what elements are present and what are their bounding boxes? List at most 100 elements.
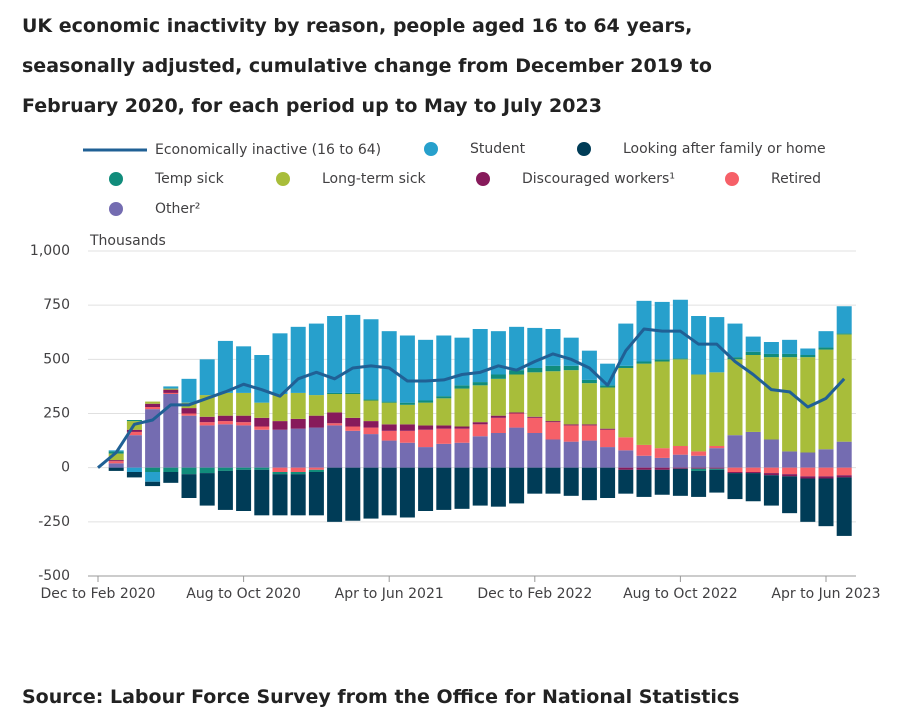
bar (236, 469, 252, 511)
bar (254, 467, 270, 470)
bar (836, 334, 852, 442)
line (97, 327, 846, 469)
bar (454, 467, 470, 509)
bar (472, 329, 488, 383)
bar (327, 423, 343, 426)
bar (363, 421, 379, 428)
bar (527, 372, 543, 417)
bar (217, 421, 233, 425)
bar (126, 467, 142, 472)
bar (345, 392, 361, 394)
chart-title: UK economic inactivity by reason, people… (22, 15, 712, 117)
bar (763, 357, 779, 440)
bar (509, 413, 525, 428)
bar (163, 394, 179, 468)
bar (308, 472, 324, 516)
bar (381, 430, 397, 441)
bar (418, 402, 434, 426)
x-tick-label: Dec to Feb 2020 (41, 586, 156, 602)
bar (126, 429, 142, 432)
bar (727, 359, 743, 436)
legend-marker (109, 202, 123, 216)
bar (727, 357, 743, 360)
x-tick-label: Aug to Oct 2020 (186, 586, 301, 602)
bar (600, 429, 616, 448)
bar (782, 467, 798, 475)
bar (199, 473, 215, 506)
bar (436, 443, 452, 468)
bar (254, 417, 270, 427)
bar (308, 467, 324, 470)
bar (217, 467, 233, 471)
bar (199, 467, 215, 474)
bar (254, 469, 270, 516)
bar (672, 467, 688, 469)
legend-label: Student (470, 141, 526, 157)
bar (509, 427, 525, 468)
legend-label: Other² (155, 201, 200, 217)
x-tick-label: Aug to Oct 2022 (623, 586, 738, 602)
bar (727, 467, 743, 472)
bar (600, 447, 616, 468)
bar (581, 383, 597, 425)
y-tick-label: -250 (38, 514, 70, 530)
legend-marker (109, 172, 123, 186)
y-tick-label: 0 (61, 460, 70, 476)
bar (527, 327, 543, 368)
bar (563, 370, 579, 425)
bar (800, 478, 816, 522)
bar (327, 412, 343, 424)
bar (636, 363, 652, 445)
bar (399, 442, 415, 468)
bar (145, 467, 161, 472)
bar (217, 415, 233, 422)
bar (181, 415, 197, 468)
legend-marker (424, 142, 438, 156)
bar (236, 346, 252, 393)
bar (145, 403, 161, 407)
bar (145, 407, 161, 410)
bar (745, 355, 761, 432)
bar (527, 417, 543, 433)
x-tick-label: Apr to Jun 2023 (771, 586, 880, 602)
bar (545, 421, 561, 423)
bar (745, 473, 761, 502)
bar (418, 447, 434, 468)
bar (163, 472, 179, 483)
bar (345, 314, 361, 393)
bar (381, 331, 397, 402)
bar (436, 425, 452, 429)
bar (818, 478, 834, 527)
bar (527, 368, 543, 373)
bar (763, 475, 779, 506)
bar (581, 379, 597, 384)
bar (290, 392, 306, 419)
bar (836, 306, 852, 334)
bar (763, 467, 779, 474)
bar (363, 427, 379, 435)
bar (363, 467, 379, 519)
bar (381, 440, 397, 468)
bar (272, 472, 288, 475)
bar (709, 372, 725, 446)
bar (509, 326, 525, 371)
bar (818, 449, 834, 468)
bar (290, 428, 306, 468)
bar (545, 371, 561, 422)
bar (654, 469, 670, 495)
bar (290, 474, 306, 516)
x-tick-label: Apr to Jun 2021 (335, 586, 444, 602)
bar (145, 472, 161, 482)
bar (745, 467, 761, 472)
bar (236, 425, 252, 468)
bar (509, 412, 525, 414)
bar (472, 382, 488, 386)
bar (618, 368, 634, 438)
legend-marker (276, 172, 290, 186)
bar (672, 446, 688, 455)
bar (399, 424, 415, 431)
bar (308, 415, 324, 428)
bar (709, 446, 725, 449)
bar (654, 359, 670, 362)
bar (381, 424, 397, 431)
